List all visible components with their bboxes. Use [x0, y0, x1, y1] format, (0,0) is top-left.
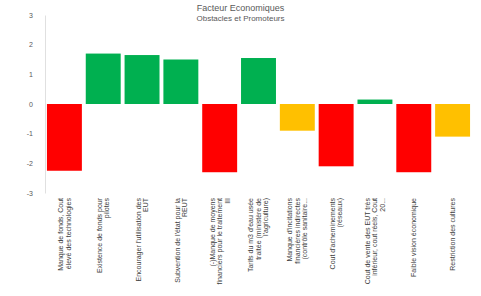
x-tick-label-line: financières indirectes	[294, 198, 301, 264]
x-tick: Manque de fonds, Coutélevé des technolog…	[57, 198, 72, 271]
x-tick-label-line: 20...	[379, 198, 386, 212]
bars	[47, 54, 470, 173]
y-tick-label: 3	[29, 12, 33, 19]
y-tick: 0	[29, 101, 45, 108]
chart: Facteur EconomiquesObstacles et Promoteu…	[0, 0, 481, 296]
x-tick-label-line: inférieur, cout réels, Cout	[371, 198, 378, 276]
x-tick-label-line: financiers pour le traitement	[216, 198, 224, 284]
bar	[47, 104, 82, 171]
bar	[435, 104, 470, 137]
bar	[396, 104, 431, 172]
x-tick-label-line: (réseaux)	[336, 198, 344, 228]
x-tick: Tarifs du m3 d'eau uséetraitée (ministèr…	[247, 198, 270, 272]
y-axis-line	[45, 16, 46, 194]
x-tick-label: Manque d'incitationsfinancières indirect…	[286, 198, 309, 264]
y-tick: 1	[29, 71, 45, 78]
bar	[357, 100, 392, 104]
x-tick-label: Encourager l'utilisation desEUT	[135, 197, 150, 281]
x-tick-label-line: Tarifs du m3 d'eau usée	[247, 198, 254, 272]
bar	[280, 104, 315, 131]
bar	[125, 55, 160, 104]
x-tick: Manque d'incitationsfinancières indirect…	[286, 198, 309, 264]
subtitle: Obstacles et Promoteurs	[196, 14, 284, 23]
x-tick-label: Restriction des cultures	[449, 198, 456, 271]
x-tick-label: (-)Manque de moyensfinanciers pour le tr…	[209, 198, 231, 285]
x-tick: Cout d'acheminements(réseaux)	[329, 198, 345, 270]
x-tick-label: Cout de vente des EUT trèsinférieur, cou…	[364, 198, 386, 285]
x-tick: Encourager l'utilisation desEUT	[135, 197, 150, 281]
y-tick: -2	[27, 160, 45, 167]
x-tick: Subvention de l'état pour laREUT	[174, 197, 189, 282]
x-tick: Cout de vente des EUT trèsinférieur, cou…	[364, 198, 386, 285]
x-tick-label: Subvention de l'état pour laREUT	[174, 197, 189, 282]
x-tick-label: Tarifs du m3 d'eau uséetraitée (ministèr…	[247, 198, 270, 272]
bar	[241, 58, 276, 104]
title: Facteur Economiques	[197, 3, 285, 13]
bar	[202, 104, 237, 172]
bar	[86, 54, 121, 104]
y-tick-label: -3	[27, 190, 33, 197]
y-tick: 2	[29, 41, 45, 48]
background	[0, 0, 481, 296]
x-tick-label-line: Faible vision économique	[410, 198, 418, 277]
x-tick-label-line: Cout d'acheminements	[329, 198, 336, 270]
x-tick-label-line: Restriction des cultures	[449, 198, 456, 271]
y-tick-label: 1	[29, 71, 33, 78]
bar	[163, 60, 198, 105]
x-tick-label-line: élevé des technologies	[65, 198, 73, 270]
y-tick-label: 2	[29, 41, 33, 48]
x-tick-label: Cout d'acheminements(réseaux)	[329, 198, 345, 270]
y-tick: -3	[27, 190, 45, 197]
y-tick: 3	[29, 12, 45, 19]
y-tick-label: 0	[29, 101, 33, 108]
y-tick: -1	[27, 130, 45, 137]
x-tick-label: Faible vision économique	[410, 198, 418, 277]
y-axis: -3 -2 -1 0 1 2 3	[27, 12, 46, 197]
x-tick: Faible vision économique	[410, 198, 418, 277]
x-tick-label-line: l'agriculture)	[262, 198, 270, 236]
y-tick-label: -1	[27, 130, 33, 137]
x-tick-label-line: REUT	[181, 197, 188, 217]
x-tick-label-line: EUT	[142, 197, 149, 212]
x-tick-label-line: Cout de vente des EUT très	[364, 198, 371, 285]
x-tick: Restriction des cultures	[449, 198, 456, 271]
x-tick-label: Existence de fonds pourpilotes	[96, 197, 111, 273]
x-tick-label-line: (contrôle sanitaire...	[301, 198, 309, 260]
x-tick: Existence de fonds pourpilotes	[96, 197, 111, 273]
x-tick-label-line: pilotes	[103, 198, 111, 219]
x-tick-label-line: III	[224, 198, 231, 204]
x-tick-label: Manque de fonds, Coutélevé des technolog…	[57, 198, 72, 271]
x-axis: Manque de fonds, Coutélevé des technolog…	[57, 197, 456, 284]
plot: -3 -2 -1 0 1 2 3 Manque de fonds, Coutélevé des…	[27, 12, 470, 285]
y-tick-label: -2	[27, 160, 33, 167]
x-tick: (-)Manque de moyensfinanciers pour le tr…	[209, 198, 231, 285]
bar	[319, 104, 354, 166]
